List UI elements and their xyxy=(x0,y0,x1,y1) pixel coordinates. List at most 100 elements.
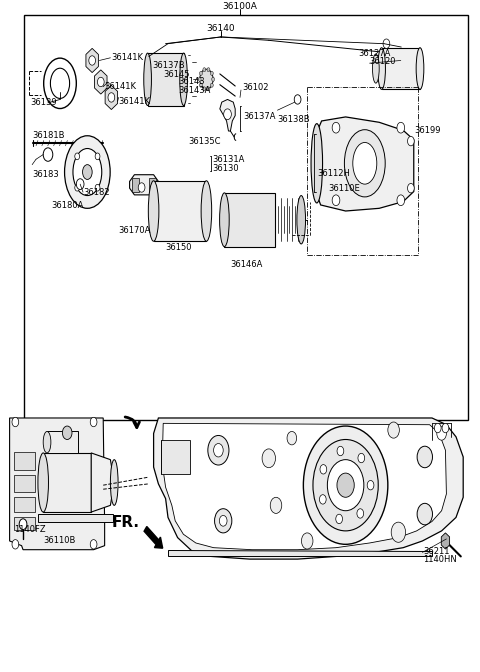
Circle shape xyxy=(320,464,327,474)
Circle shape xyxy=(90,417,97,427)
Ellipse shape xyxy=(110,460,118,505)
Circle shape xyxy=(303,426,388,544)
Circle shape xyxy=(138,183,145,192)
Text: 36180A: 36180A xyxy=(51,201,84,210)
Bar xyxy=(38,514,113,522)
Ellipse shape xyxy=(311,124,323,203)
Circle shape xyxy=(388,422,399,438)
Text: 36146A: 36146A xyxy=(230,259,263,269)
Text: 36140: 36140 xyxy=(206,24,235,33)
Circle shape xyxy=(108,93,115,102)
Text: 36150: 36150 xyxy=(165,243,192,252)
Bar xyxy=(149,178,156,192)
Circle shape xyxy=(397,122,405,133)
Circle shape xyxy=(95,153,100,160)
Text: 36170A: 36170A xyxy=(118,226,151,235)
Bar xyxy=(382,48,420,89)
Circle shape xyxy=(337,446,344,456)
Bar xyxy=(225,193,275,247)
Text: 36141K: 36141K xyxy=(111,53,144,62)
Ellipse shape xyxy=(378,48,385,89)
Polygon shape xyxy=(154,418,463,559)
Circle shape xyxy=(89,56,96,65)
Circle shape xyxy=(198,77,201,81)
Circle shape xyxy=(19,519,27,530)
Circle shape xyxy=(367,480,374,490)
Circle shape xyxy=(332,122,340,133)
Ellipse shape xyxy=(180,53,187,106)
Polygon shape xyxy=(162,423,446,550)
Ellipse shape xyxy=(297,196,306,244)
Circle shape xyxy=(75,153,80,160)
Circle shape xyxy=(214,444,223,457)
Circle shape xyxy=(97,77,104,87)
Circle shape xyxy=(262,449,276,468)
Text: 36143A: 36143A xyxy=(179,85,211,95)
Circle shape xyxy=(219,515,227,526)
Ellipse shape xyxy=(144,53,152,106)
Circle shape xyxy=(200,83,203,87)
Text: 36137A: 36137A xyxy=(243,112,276,122)
Text: 36138B: 36138B xyxy=(277,115,310,124)
Circle shape xyxy=(12,540,19,549)
Bar xyxy=(154,181,206,241)
Circle shape xyxy=(210,83,213,87)
Circle shape xyxy=(336,514,343,523)
Text: 36145: 36145 xyxy=(163,70,190,79)
Circle shape xyxy=(62,426,72,439)
Text: 36182: 36182 xyxy=(83,187,109,197)
Circle shape xyxy=(43,148,53,161)
Circle shape xyxy=(397,195,405,206)
Bar xyxy=(43,453,91,512)
Bar xyxy=(132,178,139,192)
Circle shape xyxy=(12,417,19,427)
Ellipse shape xyxy=(353,142,377,184)
Polygon shape xyxy=(95,70,107,94)
Circle shape xyxy=(270,497,282,513)
Ellipse shape xyxy=(372,54,379,83)
Circle shape xyxy=(76,179,84,190)
Text: 36141K: 36141K xyxy=(104,82,136,91)
Circle shape xyxy=(203,87,206,91)
Circle shape xyxy=(408,136,414,146)
Circle shape xyxy=(224,109,231,120)
Bar xyxy=(14,452,35,470)
Circle shape xyxy=(383,39,390,48)
FancyArrow shape xyxy=(144,526,163,548)
Ellipse shape xyxy=(38,453,48,512)
Circle shape xyxy=(287,431,297,445)
Text: 36130: 36130 xyxy=(212,164,239,173)
Polygon shape xyxy=(10,418,105,550)
Bar xyxy=(24,15,468,420)
Circle shape xyxy=(327,460,364,511)
Circle shape xyxy=(332,195,340,206)
Polygon shape xyxy=(441,533,450,549)
Ellipse shape xyxy=(200,69,213,89)
Circle shape xyxy=(408,183,414,193)
Ellipse shape xyxy=(50,69,70,98)
Text: 1140HN: 1140HN xyxy=(423,555,457,564)
Ellipse shape xyxy=(64,136,110,208)
Text: 1140FZ: 1140FZ xyxy=(14,525,46,534)
Text: 36102: 36102 xyxy=(242,83,268,92)
Bar xyxy=(14,497,35,512)
Text: 36131A: 36131A xyxy=(212,155,244,165)
Circle shape xyxy=(319,495,326,504)
Text: 36141K: 36141K xyxy=(119,97,151,106)
Circle shape xyxy=(417,503,432,525)
Polygon shape xyxy=(168,550,432,556)
Circle shape xyxy=(442,423,449,433)
Circle shape xyxy=(90,540,97,549)
Bar xyxy=(161,440,190,474)
Polygon shape xyxy=(130,175,158,195)
Bar xyxy=(148,53,183,106)
Circle shape xyxy=(75,184,80,191)
Ellipse shape xyxy=(201,181,212,241)
Ellipse shape xyxy=(416,48,424,89)
Ellipse shape xyxy=(219,193,229,247)
Circle shape xyxy=(357,509,364,518)
Polygon shape xyxy=(316,117,414,211)
Circle shape xyxy=(207,68,210,72)
Text: 36120: 36120 xyxy=(370,57,396,67)
Text: 36139: 36139 xyxy=(30,98,57,108)
